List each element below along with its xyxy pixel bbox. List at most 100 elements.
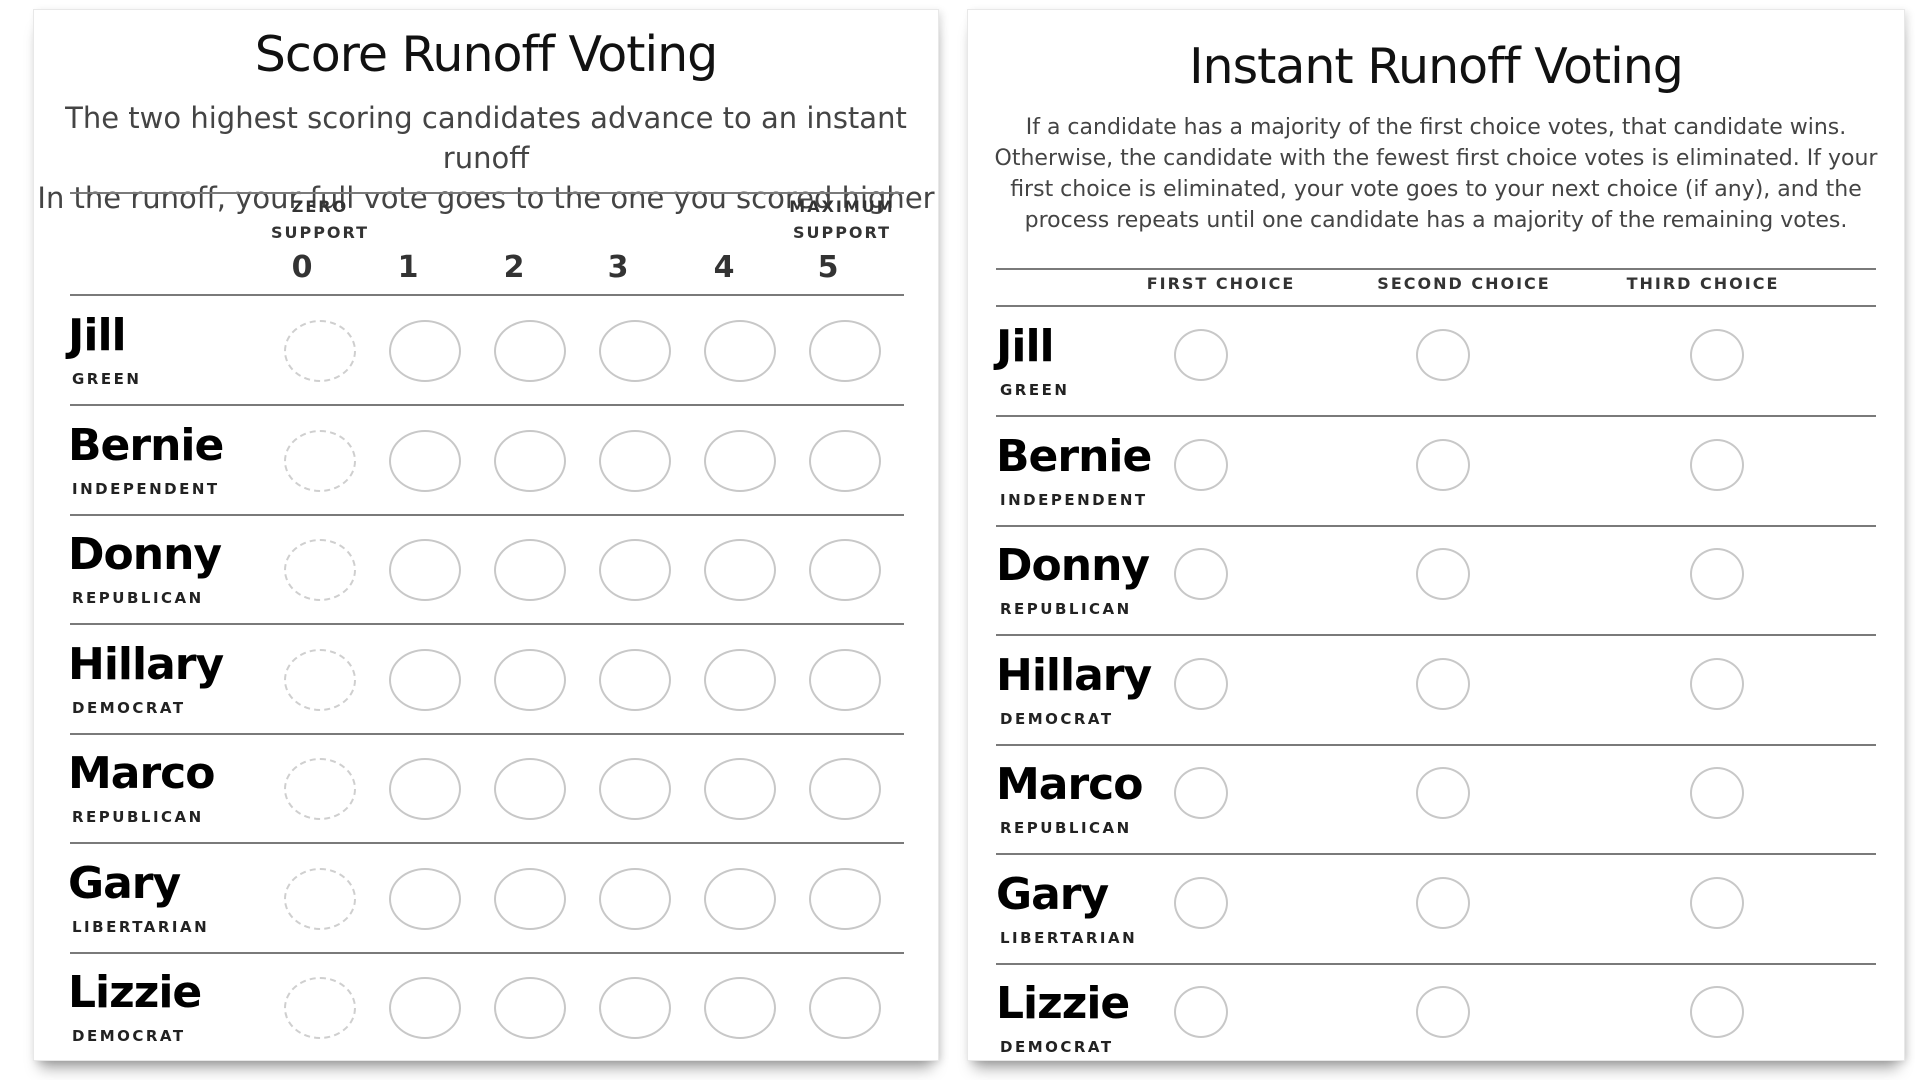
- score-bubble-2[interactable]: [494, 539, 566, 601]
- score-description-line-1: The two highest scoring candidates advan…: [65, 101, 907, 175]
- candidate-name: Marco: [68, 748, 215, 799]
- instant-runoff-ballot: Instant Runoff Voting If a candidate has…: [968, 10, 1904, 1060]
- choice-bubble-2[interactable]: [1416, 548, 1470, 600]
- score-bubble-0[interactable]: [284, 867, 356, 930]
- score-bubble-5[interactable]: [809, 977, 881, 1039]
- row-divider: [70, 623, 904, 625]
- score-bubble-4[interactable]: [704, 867, 776, 930]
- score-bubble-4[interactable]: [704, 758, 776, 820]
- choice-bubble-1[interactable]: [1174, 986, 1228, 1038]
- score-bubble-1[interactable]: [389, 429, 461, 492]
- candidate-name: Marco: [996, 759, 1143, 810]
- score-bubble-3[interactable]: [599, 977, 671, 1039]
- row-divider: [996, 743, 1876, 746]
- candidate-name: Hillary: [68, 638, 224, 690]
- zero-label-line-1: Zero: [291, 197, 349, 216]
- score-bubble-1[interactable]: [389, 867, 461, 930]
- score-bubble-2[interactable]: [494, 977, 566, 1039]
- candidate-row-gary: Gary Libertarian: [34, 844, 938, 954]
- score-header-bottom-rule: [70, 294, 904, 296]
- choice-bubble-2[interactable]: [1416, 657, 1470, 710]
- score-bubble-3[interactable]: [599, 429, 671, 492]
- score-bubble-4[interactable]: [704, 320, 776, 382]
- row-divider: [996, 853, 1876, 855]
- choice-bubble-2[interactable]: [1416, 767, 1470, 819]
- score-bubble-5[interactable]: [809, 758, 881, 820]
- score-bubble-3[interactable]: [599, 320, 671, 382]
- choice-bubble-2[interactable]: [1416, 329, 1470, 381]
- score-bubble-1[interactable]: [389, 648, 461, 711]
- choice-bubble-1[interactable]: [1174, 876, 1228, 929]
- score-bubble-4[interactable]: [704, 539, 776, 601]
- candidate-name: Gary: [996, 868, 1109, 920]
- candidate-row-jill: Jill Green: [968, 307, 1904, 417]
- candidate-name: Bernie: [996, 430, 1152, 482]
- irv-ballot-title: Instant Runoff Voting: [1189, 38, 1684, 95]
- candidate-name: Donny: [68, 529, 222, 580]
- score-bubble-2[interactable]: [494, 429, 566, 492]
- score-bubble-1[interactable]: [389, 320, 461, 382]
- score-bubble-4[interactable]: [704, 648, 776, 711]
- choice-bubble-1[interactable]: [1174, 657, 1228, 710]
- irv-header-second-choice: Second Choice: [1377, 274, 1551, 293]
- score-bubble-1[interactable]: [389, 977, 461, 1039]
- score-bubble-4[interactable]: [704, 429, 776, 492]
- candidate-row-hillary: Hillary Democrat: [34, 625, 938, 735]
- score-bubble-1[interactable]: [389, 539, 461, 601]
- choice-bubble-1[interactable]: [1174, 767, 1228, 819]
- score-bubble-3[interactable]: [599, 539, 671, 601]
- score-bubble-3[interactable]: [599, 648, 671, 711]
- zero-label-line-2: support: [270, 223, 370, 242]
- zero-support-label: Zero support: [250, 194, 390, 246]
- choice-bubble-2[interactable]: [1416, 986, 1470, 1038]
- choice-bubble-3[interactable]: [1690, 548, 1744, 600]
- score-bubble-5[interactable]: [809, 320, 881, 382]
- candidate-party: Democrat: [1000, 1038, 1114, 1056]
- score-bubble-5[interactable]: [809, 867, 881, 930]
- score-bubble-2[interactable]: [494, 320, 566, 382]
- score-bubble-2[interactable]: [494, 758, 566, 820]
- score-bubble-4[interactable]: [704, 977, 776, 1039]
- max-label-line-2: support: [792, 223, 892, 242]
- candidate-row-marco: Marco Republican: [968, 745, 1904, 855]
- choice-bubble-1[interactable]: [1174, 438, 1228, 491]
- maximum-support-label: Maximum support: [772, 194, 912, 246]
- choice-bubble-2[interactable]: [1416, 876, 1470, 929]
- score-bubble-1[interactable]: [389, 758, 461, 820]
- score-bubble-2[interactable]: [494, 648, 566, 711]
- score-bubble-0[interactable]: [284, 320, 356, 382]
- score-header-2: 2: [503, 250, 525, 285]
- row-divider: [70, 951, 904, 954]
- candidate-party: Democrat: [1000, 709, 1114, 728]
- irv-header-first-choice: First Choice: [1146, 274, 1296, 293]
- score-bubble-5[interactable]: [809, 648, 881, 711]
- choice-bubble-3[interactable]: [1690, 657, 1744, 710]
- irv-header-top-rule: [996, 268, 1876, 270]
- row-divider: [996, 524, 1876, 527]
- score-bubble-0[interactable]: [284, 758, 356, 820]
- score-bubble-5[interactable]: [809, 539, 881, 601]
- choice-bubble-3[interactable]: [1690, 986, 1744, 1038]
- score-bubble-2[interactable]: [494, 867, 566, 930]
- choice-bubble-1[interactable]: [1174, 329, 1228, 381]
- candidate-party: Libertarian: [72, 917, 210, 936]
- row-divider: [996, 634, 1876, 636]
- candidate-party: Libertarian: [1000, 928, 1138, 947]
- score-bubble-3[interactable]: [599, 758, 671, 820]
- choice-bubble-3[interactable]: [1690, 438, 1744, 491]
- score-bubble-0[interactable]: [284, 429, 356, 492]
- candidate-party: Republican: [1000, 819, 1132, 837]
- score-header-1: 1: [397, 250, 419, 285]
- score-header-4: 4: [713, 250, 735, 285]
- score-bubble-0[interactable]: [284, 648, 356, 711]
- score-bubble-3[interactable]: [599, 867, 671, 930]
- score-bubble-0[interactable]: [284, 977, 356, 1039]
- choice-bubble-2[interactable]: [1416, 438, 1470, 491]
- choice-bubble-3[interactable]: [1690, 876, 1744, 929]
- choice-bubble-3[interactable]: [1690, 767, 1744, 819]
- choice-bubble-1[interactable]: [1174, 548, 1228, 600]
- score-bubble-0[interactable]: [284, 539, 356, 601]
- candidate-row-donny: Donny Republican: [34, 515, 938, 625]
- choice-bubble-3[interactable]: [1690, 329, 1744, 381]
- score-bubble-5[interactable]: [809, 429, 881, 492]
